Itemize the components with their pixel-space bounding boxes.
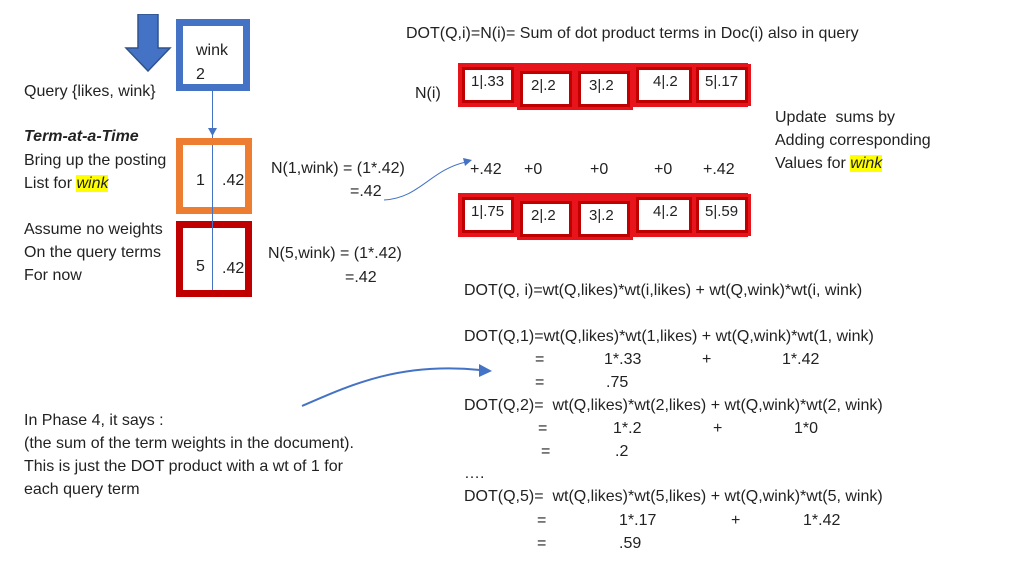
doc1-result: .75 <box>606 374 629 391</box>
update-note-1: Update sums by <box>775 109 896 126</box>
doc2-equals: = <box>538 420 548 437</box>
down-arrow-icon <box>124 14 172 72</box>
posting-weight: .42 <box>222 260 245 277</box>
posting-instruction-1: Bring up the posting <box>24 152 167 169</box>
curved-arrow-to-increments <box>383 161 467 201</box>
accumulator-cell: 2|.2 <box>517 198 575 240</box>
doc5-result: .59 <box>619 535 642 552</box>
assumption-line-2: On the query terms <box>24 244 161 261</box>
accumulator-cell: 5|.59 <box>693 194 751 236</box>
increment-value: +.42 <box>470 161 502 178</box>
arrowhead-formula-icon <box>479 364 492 377</box>
increment-value: +0 <box>590 161 609 178</box>
highlighted-term: wink <box>76 175 109 192</box>
doc1-term-a: 1*.33 <box>604 351 642 368</box>
accumulators-after-row: 1|.75 2|.2 3|.2 4|.2 5|.59 <box>458 193 751 240</box>
doc5-equals-2: = <box>537 535 547 552</box>
accumulator-cell: 2|.2 <box>517 68 575 110</box>
accumulator-cell: 3|.2 <box>575 198 633 240</box>
posting-instruction-2: List for wink <box>24 174 109 193</box>
posting-instruction-prefix: List for <box>24 175 77 192</box>
posting-1: 1 .42 <box>176 138 252 214</box>
accumulator-value: 4|.2 <box>653 73 678 90</box>
posting-doc: 1 <box>196 172 205 189</box>
phase-note-4: each query term <box>24 481 140 498</box>
n1-result: =.42 <box>350 183 382 200</box>
accumulator-cell: 1|.75 <box>459 194 517 236</box>
accumulator-value: 5|.59 <box>705 203 739 220</box>
n5-computation: N(5,wink) = (1*.42) <box>268 245 402 262</box>
increment-value: +0 <box>654 161 673 178</box>
accumulator-value: 3|.2 <box>589 207 614 224</box>
query-label: Query {likes, wink} <box>24 83 156 100</box>
accumulator-value: 1|.75 <box>471 203 505 220</box>
accumulator-cell: 4|.2 <box>633 64 695 106</box>
posting-doc: 5 <box>196 258 205 275</box>
accumulator-cell: 1|.33 <box>459 64 517 106</box>
doc5-equals: = <box>537 512 547 529</box>
doc2-formula: DOT(Q,2)= wt(Q,likes)*wt(2,likes) + wt(Q… <box>464 397 883 414</box>
update-note-2: Adding corresponding <box>775 132 931 149</box>
phase-note-1: In Phase 4, it says : <box>24 412 164 429</box>
posting-2: 5 .42 <box>176 221 252 297</box>
increment-value: +.42 <box>703 161 735 178</box>
n5-result: =.42 <box>345 269 377 286</box>
dot-definition: DOT(Q,i)=N(i)= Sum of dot product terms … <box>406 25 859 42</box>
doc5-term-a: 1*.17 <box>619 512 657 529</box>
doc5-plus: + <box>731 512 741 529</box>
accumulator-value: 5|.17 <box>705 73 739 90</box>
doc5-term-b: 1*.42 <box>803 512 841 529</box>
increment-value: +0 <box>524 161 543 178</box>
connector-arrowhead-icon <box>208 128 217 136</box>
doc1-term-b: 1*.42 <box>782 351 820 368</box>
accumulator-cell: 5|.17 <box>693 64 751 106</box>
n1-computation: N(1,wink) = (1*.42) <box>271 160 405 177</box>
assumption-line-3: For now <box>24 267 82 284</box>
accumulator-value: 2|.2 <box>531 77 556 94</box>
term-name: wink <box>196 42 229 59</box>
arrowhead-increments-icon <box>463 158 472 166</box>
doc5-formula: DOT(Q,5)= wt(Q,likes)*wt(5,likes) + wt(Q… <box>464 488 883 505</box>
accumulator-value: 1|.33 <box>471 73 505 90</box>
ellipsis: …. <box>464 465 485 482</box>
accumulator-value: 2|.2 <box>531 207 556 224</box>
doc2-term-b: 1*0 <box>794 420 819 437</box>
assumption-line-1: Assume no weights <box>24 221 163 238</box>
phase-note-2: (the sum of the term weights in the docu… <box>24 435 354 452</box>
curved-arrow-to-formula <box>301 367 481 407</box>
posting-divider-line <box>212 145 213 290</box>
accumulator-value: 3|.2 <box>589 77 614 94</box>
accumulator-cell: 3|.2 <box>575 68 633 110</box>
doc2-result: .2 <box>615 443 629 460</box>
doc1-plus: + <box>702 351 712 368</box>
update-note-3: Values for wink <box>775 154 883 173</box>
accumulators-before-row: 1|.33 2|.2 3|.2 4|.2 5|.17 <box>458 63 751 110</box>
accumulator-label: N(i) <box>415 85 441 102</box>
doc1-equals-2: = <box>535 374 545 391</box>
doc1-equals: = <box>535 351 545 368</box>
doc1-formula: DOT(Q,1)=wt(Q,likes)*wt(1,likes) + wt(Q,… <box>464 328 874 345</box>
highlighted-term: wink <box>850 155 883 172</box>
accumulator-value: 4|.2 <box>653 203 678 220</box>
method-title: Term-at-a-Time <box>24 128 139 145</box>
doc2-equals-2: = <box>541 443 551 460</box>
term-df: 2 <box>196 66 205 83</box>
term-box: wink 2 <box>176 19 250 91</box>
phase-note-3: This is just the DOT product with a wt o… <box>24 458 343 475</box>
general-formula: DOT(Q, i)=wt(Q,likes)*wt(i,likes) + wt(Q… <box>464 282 863 299</box>
update-note-prefix: Values for <box>775 155 851 172</box>
posting-weight: .42 <box>222 172 245 189</box>
doc2-term-a: 1*.2 <box>613 420 642 437</box>
doc2-plus: + <box>713 420 723 437</box>
accumulator-cell: 4|.2 <box>633 194 695 236</box>
